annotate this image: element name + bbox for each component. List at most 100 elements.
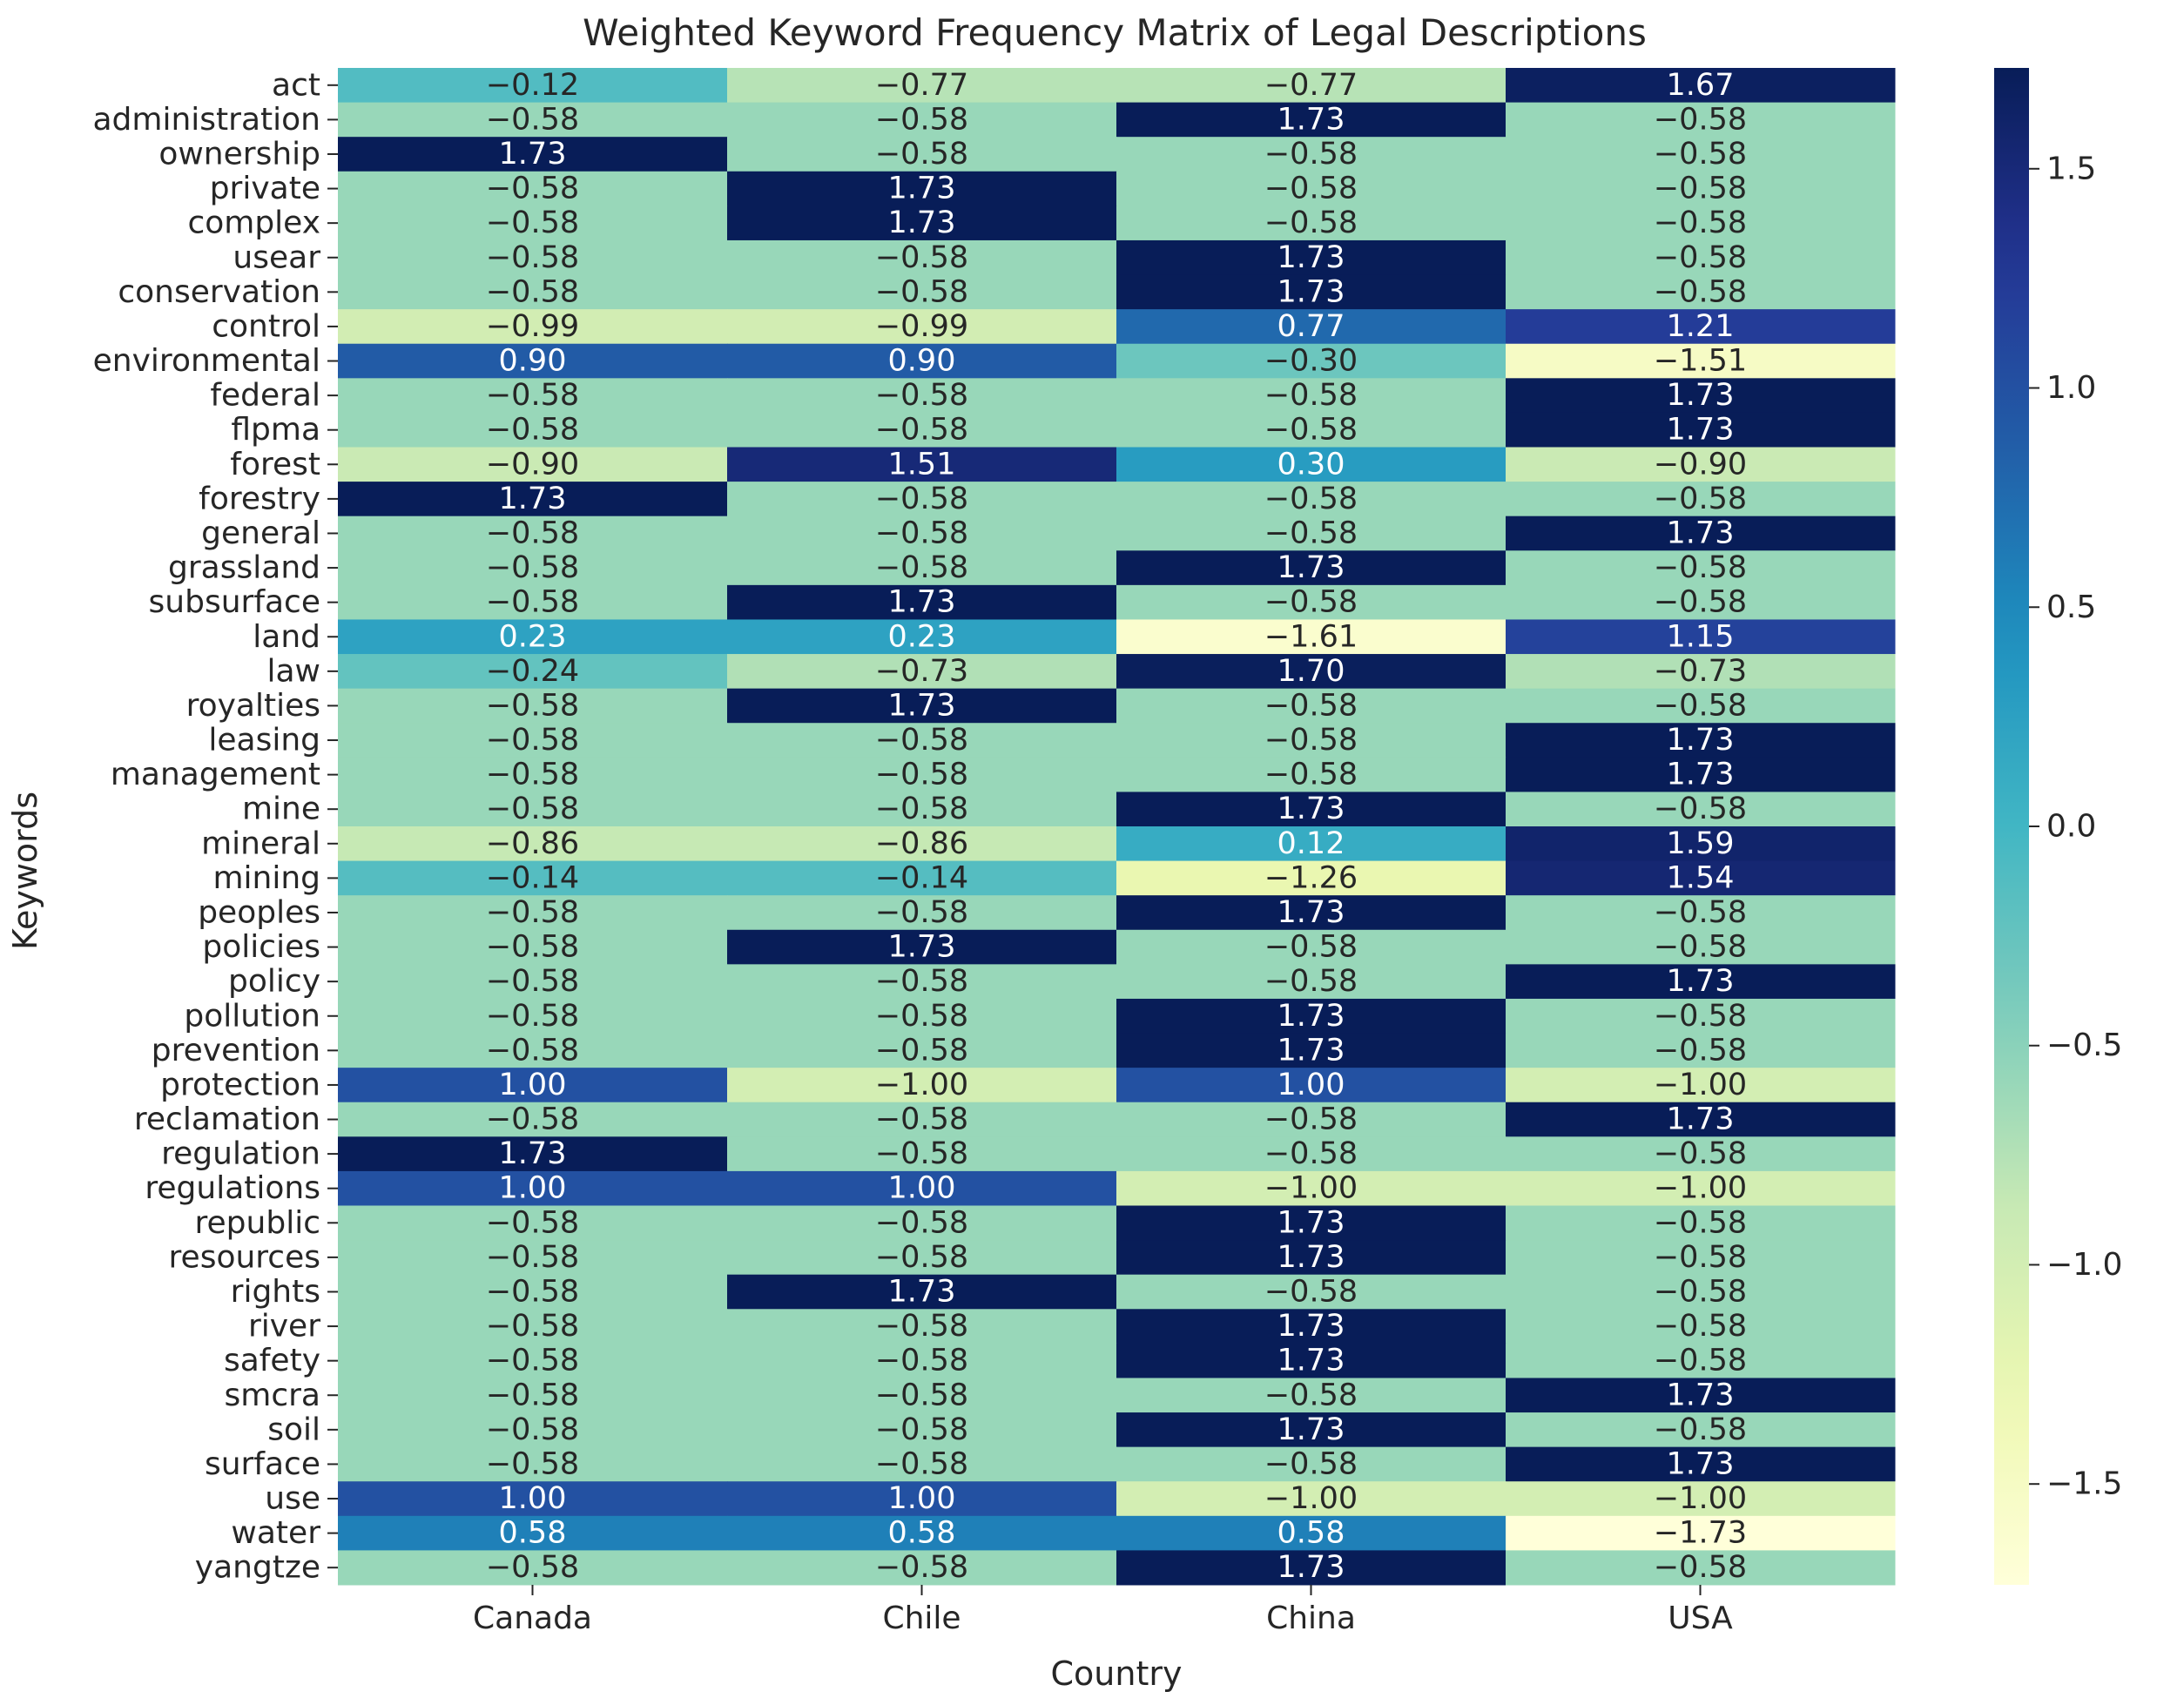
heatmap-cell xyxy=(338,68,728,104)
heatmap-cell xyxy=(1116,1309,1507,1344)
heatmap-cell xyxy=(1506,757,1896,792)
heatmap-cell xyxy=(1116,239,1507,276)
cell-value-label: −0.58 xyxy=(1654,792,1747,826)
y-tick-label: ownership xyxy=(158,136,320,172)
cell-value-label: 1.73 xyxy=(888,688,956,723)
heatmap-cell xyxy=(727,482,1117,517)
cell-value-label: −0.58 xyxy=(875,274,968,309)
cell-value-label: −1.51 xyxy=(1654,344,1747,379)
cell-value-label: −0.58 xyxy=(875,1309,968,1344)
cell-value-label: 1.73 xyxy=(1667,723,1735,758)
heatmap-cell xyxy=(727,343,1117,379)
cell-value-label: 1.73 xyxy=(1667,964,1735,999)
heatmap-cell xyxy=(727,102,1117,138)
cell-value-label: 1.00 xyxy=(888,1481,956,1516)
heatmap-cell xyxy=(1116,1343,1507,1378)
heatmap-cell xyxy=(727,1136,1117,1172)
y-tick-label: administration xyxy=(93,102,321,138)
cell-value-label: 1.70 xyxy=(1277,654,1345,689)
heatmap-cell xyxy=(1506,309,1896,345)
cell-value-label: 0.90 xyxy=(888,344,956,379)
cell-value-label: −0.86 xyxy=(486,826,579,861)
heatmap-cell xyxy=(1506,206,1896,241)
heatmap-cell xyxy=(1506,1274,1896,1310)
y-tick-label: regulation xyxy=(161,1136,320,1172)
cell-value-label: 1.73 xyxy=(1277,792,1345,826)
heatmap-cell xyxy=(727,239,1117,276)
heatmap-cell xyxy=(727,1343,1117,1378)
heatmap-cell xyxy=(727,688,1117,724)
heatmap-cell xyxy=(338,1102,728,1137)
cell-value-label: −0.58 xyxy=(486,274,579,309)
heatmap-cell xyxy=(1506,447,1896,482)
cell-value-label: −0.58 xyxy=(486,1378,579,1412)
y-tick-label: policy xyxy=(228,964,320,1000)
heatmap-cell xyxy=(338,619,728,655)
cell-value-label: 1.73 xyxy=(888,206,956,240)
cell-value-label: −0.58 xyxy=(875,137,968,172)
y-tick-label: flpma xyxy=(231,412,320,448)
cell-value-label: 0.30 xyxy=(1277,447,1345,482)
cell-value-label: −0.58 xyxy=(1654,895,1747,930)
heatmap-cell xyxy=(1506,343,1896,379)
heatmap-cell xyxy=(338,895,728,931)
heatmap-cell xyxy=(1506,482,1896,517)
heatmap-cell xyxy=(1116,895,1507,931)
y-tick-label: mining xyxy=(212,860,320,896)
y-tick-label: policies xyxy=(202,929,320,965)
y-tick-label: federal xyxy=(210,378,320,414)
cell-value-label: −0.58 xyxy=(486,1033,579,1068)
cell-value-label: −1.00 xyxy=(875,1068,968,1102)
cell-value-label: −0.58 xyxy=(1264,1378,1358,1412)
heatmap-cell xyxy=(1506,274,1896,310)
cell-value-label: −0.58 xyxy=(1264,413,1358,448)
cell-value-label: −0.58 xyxy=(486,240,579,275)
colorbar-tick-label: 0.0 xyxy=(2046,809,2096,845)
heatmap-cell xyxy=(1116,274,1507,310)
cell-value-label: −0.58 xyxy=(1264,1102,1358,1137)
x-tick-labels: Canada Chile China USA xyxy=(473,1585,1733,1636)
heatmap-cell xyxy=(727,309,1117,345)
cell-value-label: 1.73 xyxy=(1277,1205,1345,1240)
heatmap-cell xyxy=(727,1068,1117,1103)
y-tick-label: prevention xyxy=(152,1033,320,1068)
heatmap-cell xyxy=(1116,1205,1507,1241)
heatmap-cell xyxy=(1506,1102,1896,1137)
cell-value-label: 1.73 xyxy=(1667,413,1735,448)
heatmap-cell xyxy=(338,1378,728,1413)
y-tick-label: rights xyxy=(231,1274,320,1310)
cell-value-label: 1.54 xyxy=(1667,860,1735,895)
y-tick-label: reclamation xyxy=(134,1102,320,1137)
cell-value-label: −0.58 xyxy=(875,482,968,516)
heatmap-cell xyxy=(1506,1412,1896,1448)
heatmap-cell xyxy=(338,792,728,827)
cell-value-label: 1.73 xyxy=(1277,240,1345,275)
heatmap-cell xyxy=(338,1170,728,1206)
heatmap-cell xyxy=(338,1068,728,1103)
heatmap-cell xyxy=(338,826,728,862)
cell-value-label: 1.73 xyxy=(499,482,567,516)
heatmap-cell xyxy=(1116,860,1507,896)
cell-value-label: −0.58 xyxy=(1264,1446,1358,1481)
y-tick-label: pollution xyxy=(184,998,320,1034)
heatmap-cell xyxy=(1116,309,1507,345)
heatmap-cell xyxy=(338,1446,728,1482)
heatmap-cell xyxy=(338,412,728,448)
heatmap-cell xyxy=(338,1309,728,1344)
heatmap-cell xyxy=(727,723,1117,758)
heatmap-cell xyxy=(1116,102,1507,138)
x-tick-label: Canada xyxy=(473,1601,592,1636)
cell-value-label: −0.58 xyxy=(486,585,579,620)
cell-value-label: −0.58 xyxy=(875,758,968,792)
cell-value-label: 1.73 xyxy=(1277,1033,1345,1068)
cell-value-label: 0.58 xyxy=(499,1516,567,1551)
cell-value-label: −0.58 xyxy=(486,1550,579,1585)
cell-value-label: −0.58 xyxy=(1654,482,1747,516)
cell-value-label: −0.58 xyxy=(1654,1033,1747,1068)
heatmap-cell xyxy=(1506,102,1896,138)
y-tick-label: peoples xyxy=(198,894,320,930)
cell-value-label: −0.58 xyxy=(1264,516,1358,550)
cell-value-label: −0.58 xyxy=(1264,758,1358,792)
cell-value-label: 0.90 xyxy=(499,344,567,379)
